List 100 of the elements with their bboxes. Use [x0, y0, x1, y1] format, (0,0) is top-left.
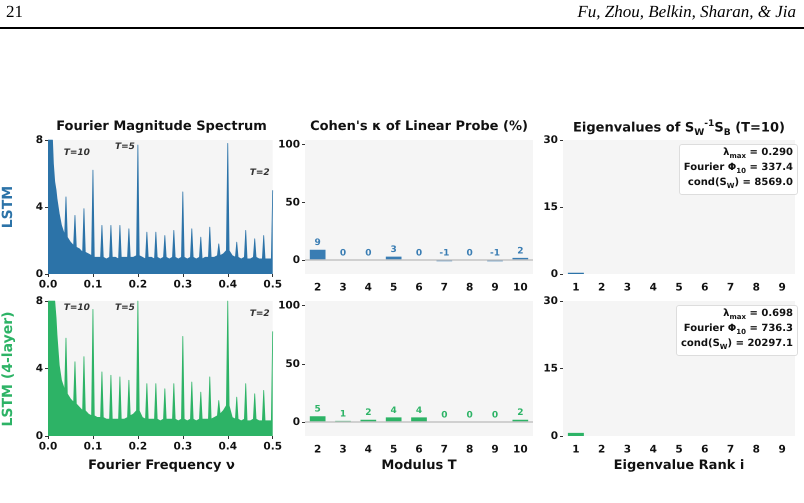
x-tick-label: 9: [491, 282, 499, 294]
y-tick-label: 30: [543, 295, 558, 307]
chart-title: Cohen's κ of Linear Probe (%): [309, 119, 529, 134]
y-tick-label: 0: [36, 430, 43, 442]
y-tick-label: 4: [36, 362, 43, 374]
data-label: -1: [490, 248, 500, 259]
x-axis-title: Modulus T: [380, 458, 458, 473]
annotation: Fourier Φ$_{10}$ = 337.4: [684, 162, 793, 177]
y-tick-label: 4: [36, 201, 43, 213]
x-tick-label: 10: [513, 282, 528, 294]
y-tick-label: 0: [550, 430, 558, 442]
x-tick-label: 9: [778, 282, 786, 294]
x-tick-label: 0.2: [128, 440, 148, 452]
annotation: T=2: [250, 168, 270, 178]
x-tick-label: 8: [752, 282, 760, 294]
data-label: 2: [517, 246, 524, 256]
data-label: 0: [466, 410, 473, 421]
data-label: 0: [492, 410, 498, 421]
y-tick-label: 100: [278, 300, 300, 312]
data-label: 2: [517, 408, 524, 418]
x-tick-label: 7: [440, 444, 448, 456]
x-tick-label: 2: [598, 282, 606, 294]
y-tick-label: 30: [543, 134, 558, 146]
chart-title: Eigenvalues of S$_{W}$$^{-1}$S$_{B}$ (T=10): [573, 119, 785, 138]
x-tick-label: 6: [701, 282, 708, 294]
x-tick-label: 3: [624, 282, 632, 294]
note-box: λ$_{max}$ = 0.290 Fourier Φ$_{10}$ = 337.4 cond(S$_{W}$) = 8569.0: [678, 144, 798, 195]
x-tick-label: 0.4: [218, 278, 238, 290]
annotation: cond(S$_{W}$) = 20297.1: [680, 338, 793, 353]
x-tick-label: 0.2: [128, 278, 148, 290]
y-tick-label: 15: [543, 362, 558, 374]
data-label: 0: [441, 410, 448, 421]
x-tick-label: 0.0: [38, 440, 58, 452]
x-tick-label: 8: [752, 444, 760, 456]
annotation: λ$_{max}$ = 0.290: [722, 147, 793, 162]
x-tick-label: 4: [650, 444, 657, 456]
x-tick-label: 4: [364, 444, 372, 456]
x-tick-label: 5: [390, 282, 398, 294]
annotation: λ$_{max}$ = 0.698: [722, 308, 793, 323]
y-tick-label: 8: [36, 295, 43, 307]
y-axis-title: LSTM (4-layer): [0, 310, 16, 426]
y-tick-label: 0: [292, 254, 300, 266]
x-tick-label: 0.5: [263, 440, 282, 452]
x-axis-title: Eigenvalue Rank i: [612, 458, 746, 473]
x-tick-label: 5: [675, 282, 683, 294]
x-tick-label: 3: [339, 444, 347, 456]
x-tick-label: 5: [675, 444, 683, 456]
x-tick-label: 3: [624, 444, 632, 456]
y-tick-label: 8: [36, 134, 43, 146]
x-tick-label: 4: [650, 282, 657, 294]
y-tick-label: 0: [36, 268, 43, 280]
annotation: T=10: [64, 303, 90, 313]
note-box: λ$_{max}$ = 0.698 Fourier Φ$_{10}$ = 736.3 cond(S$_{W}$) = 20297.1: [676, 305, 798, 356]
annotation: T=5: [114, 303, 135, 313]
y-tick-label: 100: [278, 138, 300, 151]
x-tick-label: 7: [726, 444, 734, 456]
y-tick-label: 50: [285, 358, 300, 370]
data-label: 0: [365, 248, 372, 259]
x-tick-label: 2: [314, 282, 322, 294]
x-tick-label: 5: [390, 444, 398, 456]
x-tick-label: 9: [491, 444, 499, 456]
data-label: 0: [466, 248, 473, 259]
x-tick-label: 0.4: [218, 440, 238, 452]
x-tick-label: 2: [314, 444, 322, 456]
y-tick-label: 15: [543, 201, 558, 213]
data-label: 4: [390, 406, 397, 416]
annotation: T=2: [250, 309, 270, 320]
y-tick-label: 50: [285, 196, 300, 208]
text: 21: [6, 2, 23, 22]
x-tick-label: 2: [598, 444, 606, 456]
x-tick-label: 6: [415, 444, 423, 456]
data-label: 1: [340, 409, 346, 420]
data-label: -1: [439, 248, 450, 259]
x-tick-label: 9: [778, 444, 786, 456]
x-tick-label: 0.3: [174, 278, 192, 290]
text: Fu, Zhou, Belkin, Sharan, & Jia: [577, 2, 796, 22]
x-tick-label: 7: [726, 282, 734, 294]
x-tick-label: 7: [440, 282, 448, 294]
data-label: 4: [416, 406, 422, 416]
data-label: 5: [314, 404, 321, 415]
data-label: 9: [314, 238, 321, 248]
x-tick-label: 1: [572, 282, 580, 294]
x-tick-label: 0.3: [174, 440, 192, 452]
x-tick-label: 4: [364, 282, 372, 294]
x-tick-label: 8: [466, 444, 474, 456]
x-tick-label: 1: [572, 444, 580, 456]
x-tick-label: 3: [339, 282, 347, 294]
y-axis-title: LSTM: [0, 186, 16, 228]
x-tick-label: 0.1: [84, 440, 102, 452]
data-label: 3: [390, 245, 397, 256]
y-tick-label: 0: [292, 416, 300, 428]
x-tick-label: 6: [701, 444, 708, 456]
x-tick-label: 0.0: [38, 278, 58, 290]
x-tick-label: 10: [513, 444, 528, 456]
x-tick-label: 0.5: [263, 278, 282, 290]
annotation: T=5: [114, 142, 135, 152]
x-tick-label: 0.1: [84, 278, 102, 290]
chart-title: Fourier Magnitude Spectrum: [55, 119, 268, 134]
data-label: 0: [416, 248, 422, 259]
data-label: 0: [340, 248, 346, 259]
